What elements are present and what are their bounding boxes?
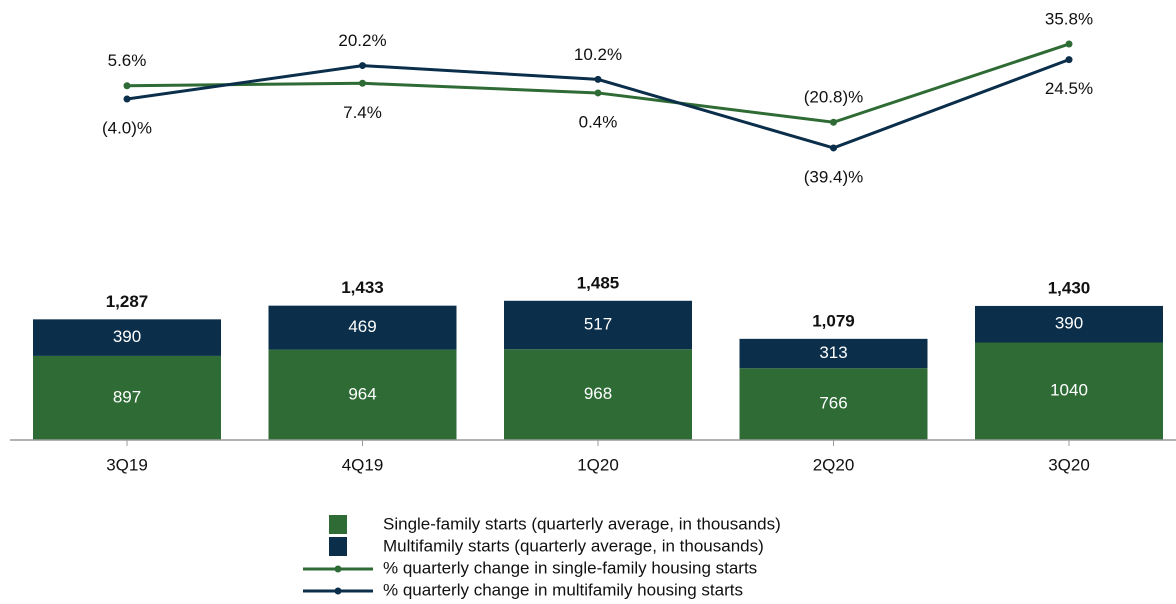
data-label: 10.2% bbox=[574, 45, 622, 64]
total-label: 1,485 bbox=[577, 273, 620, 292]
segment-label: 968 bbox=[584, 384, 612, 403]
bar-segment bbox=[504, 300, 692, 350]
point bbox=[359, 62, 366, 70]
x-tick-label: 2Q20 bbox=[813, 455, 855, 474]
x-tick-label: 3Q20 bbox=[1048, 455, 1090, 474]
total-label: 1,287 bbox=[106, 292, 149, 311]
point bbox=[594, 89, 602, 97]
legend-label: Multifamily starts (quarterly average, i… bbox=[383, 536, 764, 555]
legend-label: Single-family starts (quarterly average,… bbox=[383, 514, 781, 533]
legend-swatch bbox=[329, 537, 347, 556]
bar-segment bbox=[739, 368, 928, 440]
point bbox=[830, 118, 837, 126]
bar-segment bbox=[975, 305, 1163, 343]
bar-segment bbox=[504, 349, 692, 440]
segment-label: 964 bbox=[348, 384, 376, 403]
segment-label: 313 bbox=[819, 343, 847, 362]
x-tick-label: 4Q19 bbox=[342, 455, 384, 474]
x-tick-label: 3Q19 bbox=[106, 455, 148, 474]
segment-label: 390 bbox=[1055, 314, 1083, 333]
point bbox=[1065, 40, 1073, 48]
segment-label: 766 bbox=[819, 394, 847, 413]
legend-swatch bbox=[329, 515, 347, 534]
total-label: 1,433 bbox=[341, 278, 384, 297]
bar-segment bbox=[33, 355, 221, 440]
legend-dot bbox=[334, 587, 342, 595]
segment-label: 1040 bbox=[1050, 381, 1088, 400]
bar-segment bbox=[268, 349, 457, 440]
x-tick-label: 1Q20 bbox=[577, 455, 619, 474]
total-label: 1,430 bbox=[1048, 278, 1091, 297]
bar-segment bbox=[33, 319, 221, 356]
bar-segment bbox=[975, 342, 1163, 440]
data-label: (4.0)% bbox=[102, 119, 152, 138]
line bbox=[126, 58, 1070, 150]
data-label: 35.8% bbox=[1045, 10, 1093, 29]
segment-label: 897 bbox=[113, 387, 141, 406]
data-label: 24.5% bbox=[1045, 79, 1093, 98]
point bbox=[123, 82, 131, 90]
data-label: 0.4% bbox=[579, 112, 618, 131]
point bbox=[830, 144, 837, 152]
point bbox=[123, 95, 131, 103]
legend-dot bbox=[334, 565, 342, 573]
data-label: 20.2% bbox=[338, 31, 386, 50]
data-label: 5.6% bbox=[108, 51, 147, 70]
point bbox=[1065, 56, 1073, 64]
data-label: (20.8)% bbox=[804, 88, 864, 107]
point bbox=[359, 79, 366, 87]
data-label: (39.4)% bbox=[804, 167, 864, 186]
data-label: 7.4% bbox=[343, 103, 382, 122]
legend-label: % quarterly change in single-family hous… bbox=[383, 558, 757, 577]
total-label: 1,079 bbox=[812, 311, 855, 330]
legend-label: % quarterly change in multifamily housin… bbox=[383, 580, 743, 599]
segment-label: 390 bbox=[113, 327, 141, 346]
bar-segment bbox=[268, 305, 457, 350]
segment-label: 517 bbox=[584, 315, 612, 334]
point bbox=[594, 75, 602, 83]
bar-segment bbox=[739, 338, 928, 369]
segment-label: 469 bbox=[348, 317, 376, 336]
